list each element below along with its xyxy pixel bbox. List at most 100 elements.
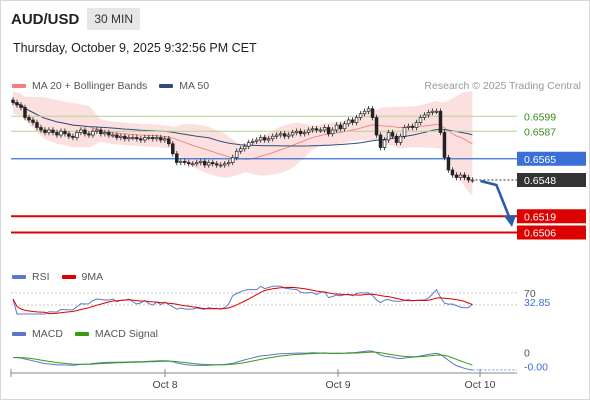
candle-body xyxy=(67,133,71,137)
legend-label-macd: MACD xyxy=(32,328,63,340)
main-legend: MA 20 + Bollinger Bands MA 50 xyxy=(12,80,221,92)
candle-body xyxy=(47,129,51,133)
candle-body xyxy=(422,114,427,118)
candle-body xyxy=(123,135,127,140)
timeframe-button[interactable]: 30 MIN xyxy=(87,8,141,30)
symbol-title: AUD/USD xyxy=(11,10,80,28)
rsi-legend: RSI 9MA xyxy=(12,271,115,283)
candle-body xyxy=(139,138,143,141)
bollinger-band-area xyxy=(13,91,473,197)
legend-item-ma20-bollinger: MA 20 + Bollinger Bands xyxy=(12,80,147,92)
candle-body xyxy=(394,135,399,143)
legend-label-9ma: 9MA xyxy=(81,271,104,283)
candle-body xyxy=(27,117,31,121)
last-price-label: 0.6548 xyxy=(524,175,556,187)
candle-body xyxy=(63,130,67,135)
candle-body xyxy=(250,140,255,143)
macd-last-label: -0.00 xyxy=(524,362,548,374)
forecast-arrow xyxy=(480,179,512,220)
candle-body xyxy=(107,132,111,136)
candle-body xyxy=(454,174,459,178)
candle-body xyxy=(358,113,363,118)
rsi-line xyxy=(12,285,473,315)
candle-body xyxy=(458,174,463,178)
candle-body xyxy=(342,123,347,130)
resistance-label: 0.6587 xyxy=(524,126,556,138)
legend-item-9ma: 9MA xyxy=(61,271,104,283)
candle-body xyxy=(346,119,351,125)
candle-body xyxy=(59,130,63,136)
candle-body xyxy=(111,134,115,137)
candle-body xyxy=(446,157,451,171)
candle-body xyxy=(374,117,379,136)
candle-body xyxy=(191,163,195,166)
candle-body xyxy=(246,142,251,147)
candle-body xyxy=(378,134,383,148)
candle-body xyxy=(179,160,183,163)
candle-body xyxy=(334,124,339,131)
x-tick-label: Oct 10 xyxy=(465,379,496,391)
support-tag xyxy=(517,225,586,240)
timestamp: Thursday, October 9, 2025 9:32:56 PM CET xyxy=(13,41,257,55)
candle-body xyxy=(310,128,315,131)
candle-body xyxy=(103,132,107,135)
candle-body xyxy=(91,130,95,136)
candle-body xyxy=(31,119,35,123)
candle-body xyxy=(438,110,443,133)
candle-body xyxy=(382,139,387,148)
legend-label-macd-signal: MACD Signal xyxy=(94,328,158,340)
candle-body xyxy=(199,160,203,163)
legend-swatch-9ma xyxy=(61,275,76,279)
legend-swatch-rsi xyxy=(12,275,26,279)
candle-body xyxy=(203,160,207,166)
candle-body xyxy=(35,122,39,128)
candle-body xyxy=(330,129,335,135)
candle-body xyxy=(87,133,91,136)
candle-body xyxy=(234,150,239,158)
candle-body xyxy=(322,127,327,131)
candle-body xyxy=(430,110,435,113)
candle-body xyxy=(398,135,403,143)
last-price-tag xyxy=(517,173,586,187)
candle-body xyxy=(143,137,147,141)
legend-item-macd: MACD xyxy=(12,328,63,340)
candle-body xyxy=(214,163,219,166)
candle-body xyxy=(15,102,19,106)
support-label: 0.6519 xyxy=(524,211,556,223)
rsi-level-label: 70 xyxy=(524,288,536,300)
candle-body xyxy=(302,132,307,135)
candle-body xyxy=(175,153,179,163)
candle-body xyxy=(51,129,55,133)
candle-body xyxy=(294,130,299,133)
candle-body xyxy=(470,179,475,182)
candle-body xyxy=(135,137,139,140)
candle-body xyxy=(127,137,131,140)
candle-body xyxy=(318,129,323,132)
candle-body xyxy=(19,104,23,108)
resistance-label: 0.6599 xyxy=(524,111,556,123)
candle-body xyxy=(266,138,271,141)
candle-body xyxy=(418,117,423,123)
rsi-9ma-line xyxy=(12,286,473,315)
candle-body xyxy=(242,145,247,150)
candle-body xyxy=(262,137,267,141)
candle-body xyxy=(314,128,319,131)
candle-body xyxy=(23,107,27,118)
legend-item-ma50: MA 50 xyxy=(159,80,209,92)
candle-body xyxy=(155,137,159,140)
candle-body xyxy=(270,135,275,140)
candle-body xyxy=(390,132,395,137)
pivot-label: 0.6565 xyxy=(524,154,556,166)
candle-body xyxy=(350,119,355,123)
x-tick-label: Oct 8 xyxy=(152,379,177,391)
x-tick-label: Oct 9 xyxy=(325,379,350,391)
candle-body xyxy=(406,125,411,128)
macd-signal-line xyxy=(13,351,473,366)
candle-body xyxy=(306,129,311,133)
candle-body xyxy=(426,112,431,116)
macd-line xyxy=(12,350,473,371)
candle-body xyxy=(274,134,279,137)
candle-body xyxy=(171,143,175,155)
candle-body xyxy=(298,130,303,135)
